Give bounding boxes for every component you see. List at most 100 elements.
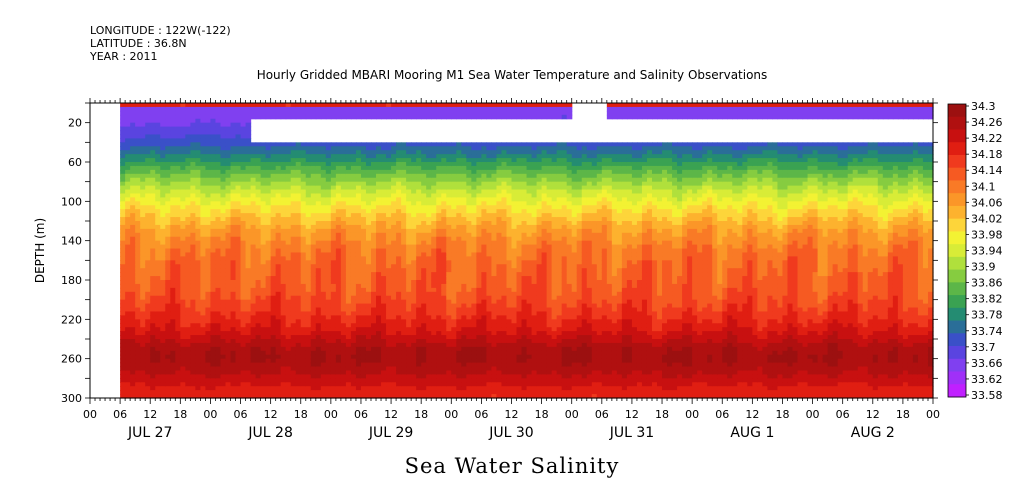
salinity-cell xyxy=(320,311,327,316)
salinity-cell xyxy=(135,283,141,289)
salinity-cell xyxy=(150,189,156,195)
salinity-cell xyxy=(160,150,166,155)
salinity-cell xyxy=(411,154,417,159)
salinity-cell xyxy=(466,162,472,167)
salinity-cell xyxy=(310,378,317,383)
salinity-cell xyxy=(230,201,237,206)
salinity-cell xyxy=(280,319,287,324)
salinity-cell xyxy=(416,370,422,375)
salinity-cell xyxy=(325,181,332,187)
salinity-cell xyxy=(431,295,437,301)
salinity-cell xyxy=(360,173,367,179)
salinity-cell xyxy=(205,311,212,316)
salinity-cell xyxy=(220,154,227,159)
salinity-cell xyxy=(270,358,277,364)
salinity-cell xyxy=(416,295,422,301)
salinity-cell xyxy=(305,205,312,210)
salinity-cell xyxy=(165,173,171,179)
salinity-cell xyxy=(315,358,322,364)
salinity-cell xyxy=(120,244,126,250)
salinity-cell xyxy=(240,327,247,332)
salinity-cell xyxy=(280,390,287,395)
salinity-cell xyxy=(381,103,387,108)
salinity-cell xyxy=(180,146,186,151)
salinity-cell xyxy=(345,169,352,175)
salinity-cell xyxy=(200,228,207,234)
salinity-cell xyxy=(260,315,267,320)
salinity-cell xyxy=(285,287,292,293)
salinity-cell xyxy=(386,205,392,210)
salinity-cell xyxy=(330,272,337,277)
salinity-cell xyxy=(260,193,267,198)
salinity-cell xyxy=(426,158,432,163)
salinity-cell xyxy=(155,303,161,309)
salinity-cell xyxy=(220,248,227,254)
salinity-cell xyxy=(120,162,126,167)
salinity-cell xyxy=(260,287,267,293)
salinity-cell xyxy=(406,213,412,218)
salinity-cell xyxy=(345,154,352,159)
salinity-cell xyxy=(120,354,126,360)
salinity-cell xyxy=(456,193,462,198)
salinity-cell xyxy=(340,331,347,336)
salinity-cell xyxy=(195,315,201,320)
salinity-cell xyxy=(155,244,161,250)
salinity-cell xyxy=(170,346,176,352)
salinity-cell xyxy=(421,248,427,254)
salinity-cell xyxy=(185,346,191,352)
salinity-cell xyxy=(265,315,272,320)
salinity-cell xyxy=(175,103,181,108)
salinity-cell xyxy=(350,390,357,395)
salinity-cell xyxy=(165,240,171,246)
salinity-cell xyxy=(285,382,292,387)
salinity-cell xyxy=(350,362,357,368)
salinity-cell xyxy=(275,315,282,320)
salinity-cell xyxy=(175,213,181,218)
salinity-cell xyxy=(250,217,257,222)
salinity-cell xyxy=(411,256,417,261)
salinity-cell xyxy=(215,280,222,285)
salinity-cell xyxy=(315,272,322,277)
salinity-cell xyxy=(386,319,392,324)
salinity-cell xyxy=(125,103,131,108)
salinity-cell xyxy=(381,162,387,167)
salinity-cell xyxy=(315,339,322,344)
salinity-cell xyxy=(391,205,397,210)
salinity-cell xyxy=(456,283,462,289)
salinity-cell xyxy=(180,221,186,226)
salinity-cell xyxy=(290,150,297,155)
salinity-cell xyxy=(391,299,397,305)
salinity-cell xyxy=(295,315,302,320)
salinity-cell xyxy=(170,382,176,387)
salinity-cell xyxy=(421,299,427,305)
salinity-cell xyxy=(180,165,186,171)
salinity-cell xyxy=(145,181,151,187)
salinity-cell xyxy=(446,327,452,332)
salinity-cell xyxy=(426,228,432,234)
salinity-cell xyxy=(401,209,407,214)
salinity-cell xyxy=(260,374,267,379)
salinity-cell xyxy=(305,362,312,368)
salinity-cell xyxy=(300,103,307,108)
salinity-cell xyxy=(441,217,447,222)
salinity-cell xyxy=(215,213,222,218)
salinity-cell xyxy=(225,154,232,159)
salinity-cell xyxy=(135,126,141,132)
salinity-cell xyxy=(280,201,287,206)
salinity-cell xyxy=(170,138,176,143)
salinity-cell xyxy=(345,177,352,183)
salinity-cell xyxy=(120,283,126,289)
salinity-cell xyxy=(426,339,432,344)
salinity-cell xyxy=(401,213,407,218)
salinity-cell xyxy=(200,303,207,309)
salinity-cell xyxy=(391,185,397,191)
salinity-cell xyxy=(376,394,382,399)
salinity-cell xyxy=(170,158,176,163)
salinity-cell xyxy=(330,354,337,360)
salinity-cell xyxy=(245,126,252,132)
salinity-cell xyxy=(175,350,181,356)
salinity-cell xyxy=(360,264,367,269)
salinity-cell xyxy=(275,370,282,375)
salinity-cell xyxy=(330,169,337,175)
salinity-cell xyxy=(426,209,432,214)
